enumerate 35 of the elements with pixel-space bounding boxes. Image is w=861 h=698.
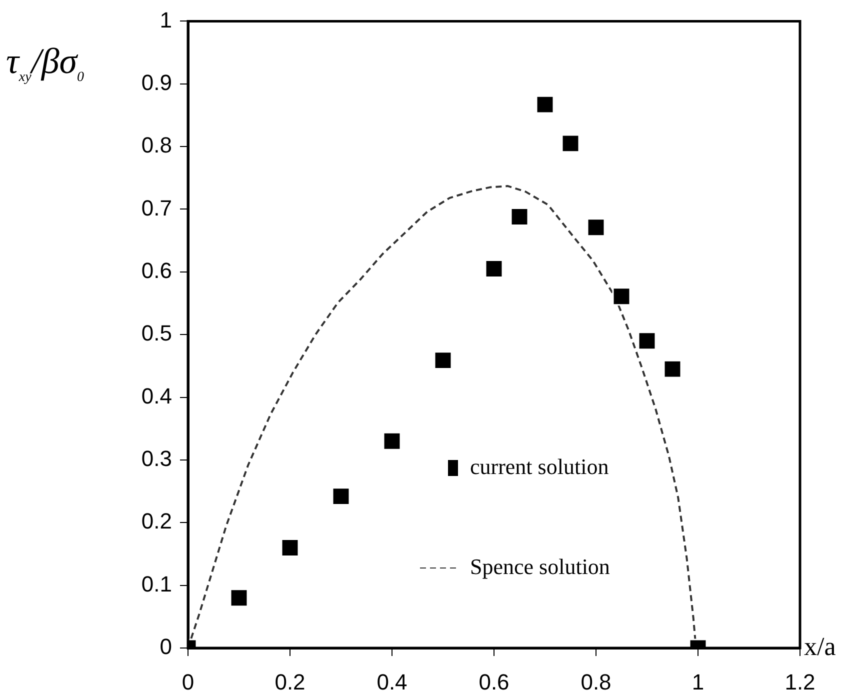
point [510, 208, 529, 226]
x-tick-label: 0.4 [376, 669, 408, 694]
point [280, 538, 300, 557]
x-tick-label: 0.2 [274, 669, 306, 694]
y-tick-label: 0.5 [141, 320, 172, 346]
point [561, 134, 580, 153]
point [638, 332, 656, 350]
x-tick-label: 0 [182, 669, 194, 694]
point [382, 432, 402, 450]
y-tick-label: 0.2 [141, 508, 172, 534]
y-tick-label: 1 [160, 7, 172, 32]
y-tick-label: 0.9 [141, 70, 172, 95]
y-tick-label: 0.8 [141, 132, 172, 158]
y-tick-label: 0.1 [141, 571, 172, 596]
y-axis-title: τ$_{xy}$/βσ$_{0}$ [6, 40, 84, 86]
point [434, 351, 452, 370]
x-tick-label: 1 [692, 669, 704, 694]
y-tick-label: 0.4 [141, 383, 172, 408]
y-tick-label: 0 [160, 634, 172, 660]
point [484, 260, 504, 278]
point [612, 287, 631, 306]
x-tick-label: 0.8 [580, 669, 612, 694]
point [663, 360, 682, 378]
point [230, 588, 248, 608]
x-axis-title: x/a [804, 632, 836, 662]
y-tick-label: 0.7 [141, 195, 172, 220]
point [536, 95, 554, 114]
legend-label: Spence solution [470, 554, 610, 579]
x-tick-label: 1.2 [784, 669, 816, 694]
legend-label: current solution [470, 454, 609, 479]
y-tick-label: 0.3 [141, 446, 172, 472]
point [586, 218, 606, 237]
point [332, 487, 350, 506]
x-tick-label: 0.6 [478, 669, 510, 694]
y-tick-label: 0.6 [141, 258, 172, 283]
